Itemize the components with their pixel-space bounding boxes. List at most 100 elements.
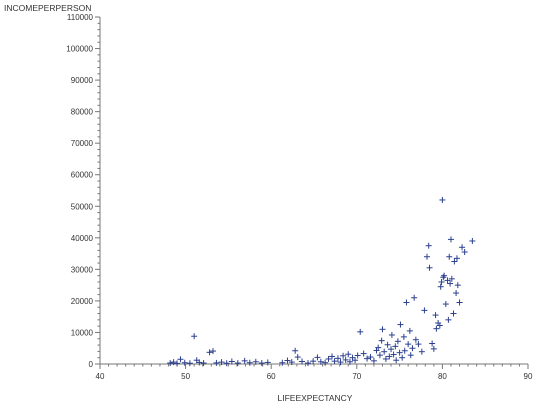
data-point: [294, 354, 301, 361]
data-point: [209, 348, 216, 355]
data-point: [186, 360, 193, 367]
x-axis-ticks: 40 50 60 70 80 90: [96, 364, 533, 381]
data-point: [200, 360, 207, 367]
data-point: [461, 249, 468, 256]
data-point: [378, 337, 385, 344]
data-points: [167, 196, 476, 367]
data-point: [252, 358, 259, 365]
data-point: [432, 312, 439, 319]
data-point: [354, 352, 361, 359]
data-point: [305, 360, 312, 367]
data-point: [453, 255, 460, 262]
data-point: [469, 237, 476, 244]
data-point: [447, 236, 454, 243]
data-point: [390, 351, 397, 358]
data-point: [367, 354, 374, 361]
data-point: [167, 360, 174, 367]
data-point: [292, 347, 299, 354]
data-point: [375, 344, 382, 351]
data-point: [386, 353, 393, 360]
data-point: [430, 345, 437, 352]
data-point: [444, 277, 451, 284]
data-point: [406, 327, 413, 334]
data-point: [360, 350, 367, 357]
data-point: [399, 354, 406, 361]
data-point: [441, 272, 448, 279]
data-point: [206, 349, 213, 356]
data-point: [459, 244, 466, 251]
data-point: [345, 351, 352, 358]
data-point: [379, 326, 386, 333]
data-point: [450, 310, 457, 317]
x-axis-title: LIFEEXPECTANCY: [278, 393, 353, 403]
data-point: [400, 333, 407, 340]
x-tick-label: 90: [524, 372, 533, 381]
data-point: [370, 357, 377, 364]
data-point: [405, 341, 412, 348]
y-tick-label: 90000: [71, 76, 94, 85]
data-point: [392, 343, 399, 350]
data-point: [453, 290, 460, 297]
data-point: [299, 358, 306, 365]
y-tick-label: 60000: [71, 171, 94, 180]
data-point: [352, 357, 359, 364]
y-tick-label: 70000: [71, 139, 94, 148]
data-point: [223, 360, 230, 367]
data-point: [337, 359, 344, 366]
data-point: [181, 359, 188, 366]
data-point: [258, 360, 265, 367]
data-point: [394, 338, 401, 345]
data-point: [433, 325, 440, 332]
data-point: [396, 349, 403, 356]
data-point: [376, 352, 383, 359]
data-point: [425, 242, 432, 249]
y-tick-label: 50000: [71, 202, 94, 211]
data-point: [407, 352, 414, 359]
data-point: [423, 253, 430, 260]
data-point: [412, 336, 419, 343]
y-tick-label: 0: [89, 360, 94, 369]
y-tick-label: 40000: [71, 234, 94, 243]
x-tick-label: 40: [96, 372, 105, 381]
data-point: [170, 359, 177, 366]
data-point: [346, 358, 353, 365]
data-point: [442, 301, 449, 308]
data-point: [284, 357, 291, 364]
y-tick-label: 10000: [71, 328, 94, 337]
x-tick-label: 70: [352, 372, 361, 381]
data-point: [411, 294, 418, 301]
data-point: [393, 357, 400, 364]
data-point: [451, 258, 458, 265]
data-point: [426, 264, 433, 271]
data-point: [322, 359, 329, 366]
y-tick-label: 80000: [71, 108, 94, 117]
data-point: [438, 278, 445, 285]
data-point: [446, 253, 453, 260]
data-point: [174, 360, 181, 367]
data-point: [418, 348, 425, 355]
axes: [99, 17, 528, 365]
data-point: [218, 359, 225, 366]
y-tick-label: 110000: [67, 13, 94, 22]
data-point: [177, 356, 184, 363]
data-point: [317, 358, 324, 365]
x-tick-label: 50: [181, 372, 190, 381]
data-point: [456, 299, 463, 306]
data-point: [364, 355, 371, 362]
data-point: [409, 345, 416, 352]
data-point: [213, 359, 220, 366]
data-point: [448, 275, 455, 282]
y-tick-label: 30000: [71, 265, 94, 274]
data-point: [241, 357, 248, 364]
data-point: [445, 316, 452, 323]
data-point: [382, 355, 389, 362]
data-point: [288, 359, 295, 366]
data-point: [439, 196, 446, 203]
data-point: [340, 352, 347, 359]
y-axis-ticks: 0 10000 20000 30000 40000 50000 60000 70000 8000…: [66, 13, 100, 369]
data-point: [310, 358, 317, 365]
data-point: [421, 307, 428, 314]
data-point: [264, 359, 271, 366]
x-tick-label: 60: [267, 372, 276, 381]
